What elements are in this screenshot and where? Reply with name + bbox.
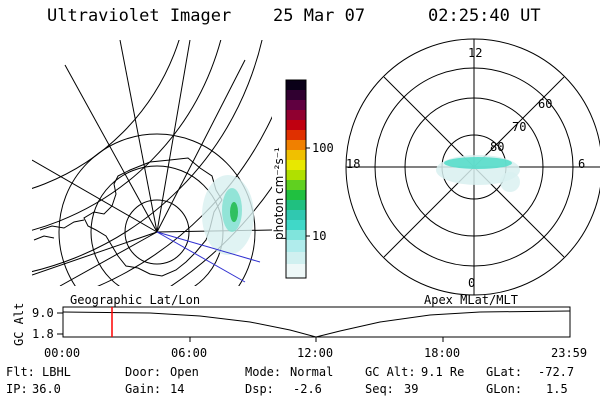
time-tick-2359: 23:59 xyxy=(551,346,588,360)
seq-value: 39 xyxy=(404,382,419,396)
flt-value: LBHL xyxy=(42,365,71,379)
meridian xyxy=(59,231,158,286)
satellite-track-line xyxy=(156,231,261,263)
latitude-circle xyxy=(32,40,222,231)
glat-label: GLat: xyxy=(486,365,523,379)
ip-label: IP: xyxy=(6,382,28,396)
geographic-label: Geographic Lat/Lon xyxy=(70,293,201,307)
meridian xyxy=(64,64,158,233)
mode-value: Normal xyxy=(290,365,334,379)
gain-value: 14 xyxy=(170,382,185,396)
altitude-plot xyxy=(57,306,571,342)
mlt-label-6: 6 xyxy=(578,157,586,171)
seq-label: Seq: xyxy=(365,382,394,396)
mode-label: Mode: xyxy=(245,365,282,379)
mlt-label-12: 12 xyxy=(468,46,483,60)
continent-outline xyxy=(83,157,223,277)
aurora-core xyxy=(230,202,238,222)
aurora-oval xyxy=(444,157,512,169)
meridian xyxy=(119,40,158,233)
gain-label: Gain: xyxy=(125,382,162,396)
lat-label-70: 70 xyxy=(512,120,527,134)
aurora-haze xyxy=(500,172,520,192)
time-tick-1200: 12:00 xyxy=(297,346,334,360)
latitude-circle xyxy=(32,40,180,189)
dsp-value: -2.6 xyxy=(293,382,322,396)
altitude-curve xyxy=(62,310,571,338)
altitude-axis-label: GC Alt xyxy=(12,302,26,346)
lat-label-80: 80 xyxy=(490,140,505,154)
gcalt-value: 9.1 Re xyxy=(421,365,465,379)
colorbar-tick-100: 100 xyxy=(312,141,334,155)
glat-value: -72.7 xyxy=(538,365,575,379)
meridian xyxy=(156,40,191,233)
lat-label-60: 60 xyxy=(538,97,553,111)
instrument-title: Ultraviolet Imager xyxy=(47,6,232,26)
pole-circle xyxy=(124,199,190,265)
satellite-track-line xyxy=(156,231,246,283)
coastline xyxy=(39,219,85,231)
glon-label: GLon: xyxy=(486,382,523,396)
door-value: Open xyxy=(170,365,199,379)
pole-circle xyxy=(58,133,256,286)
altitude-tick-high: 9.0 xyxy=(32,306,54,320)
mlt-label-18: 18 xyxy=(346,157,361,171)
colorbar-unit-label: photon cm⁻²s⁻¹ xyxy=(272,147,286,240)
altitude-tick-low: 1.8 xyxy=(32,327,54,341)
ip-value: 36.0 xyxy=(32,382,61,396)
coastline xyxy=(33,235,55,241)
mlt-label-0: 0 xyxy=(468,276,476,290)
date-label: 25 Mar 07 xyxy=(273,6,366,26)
glon-value: 1.5 xyxy=(546,382,568,396)
apex-label: Apex MLat/MLT xyxy=(424,293,518,307)
colorbar-tick-10: 10 xyxy=(312,229,327,243)
dsp-label: Dsp: xyxy=(245,382,274,396)
time-tick-0600: 06:00 xyxy=(171,346,208,360)
door-label: Door: xyxy=(125,365,162,379)
time-tick-0000: 00:00 xyxy=(44,346,81,360)
colorbar xyxy=(285,79,310,279)
time-label: 02:25:40 UT xyxy=(428,6,541,26)
meridian xyxy=(32,231,158,276)
flt-label: Flt: xyxy=(6,365,35,379)
time-tick-1800: 18:00 xyxy=(424,346,461,360)
meridian xyxy=(156,59,246,233)
gcalt-label: GC Alt: xyxy=(365,365,416,379)
meridian xyxy=(32,159,158,233)
